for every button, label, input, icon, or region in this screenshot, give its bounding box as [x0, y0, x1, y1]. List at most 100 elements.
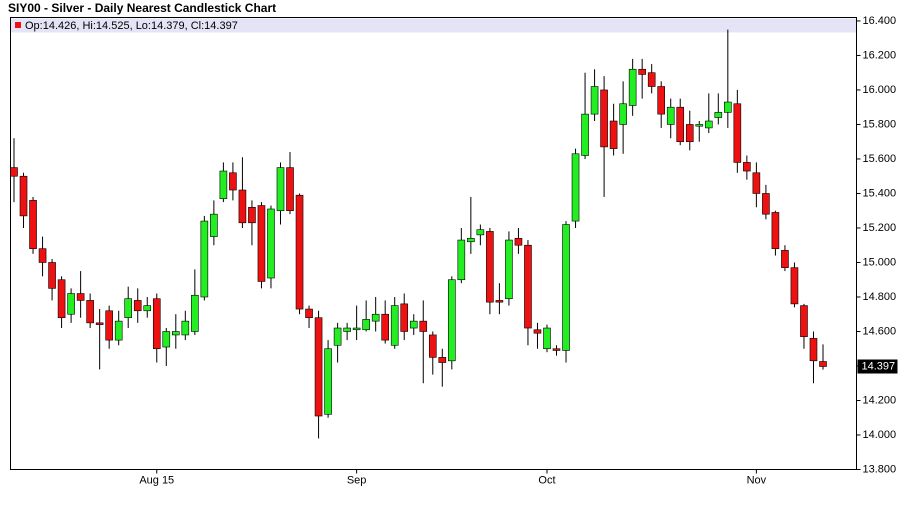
y-tick-label: 14.800	[863, 291, 897, 303]
candle-body	[333, 327, 342, 346]
candle-body	[86, 300, 94, 324]
candle-body	[800, 305, 808, 337]
candle-body	[609, 120, 618, 149]
x-tick-label: Oct	[538, 474, 555, 486]
candle-body	[428, 334, 437, 358]
candle-body	[38, 248, 47, 263]
candle-body	[619, 103, 627, 125]
candle-body	[400, 303, 409, 332]
candle-body	[704, 120, 713, 129]
y-tick-label: 13.800	[863, 463, 897, 475]
candle-body	[19, 175, 28, 217]
candle-body	[267, 208, 275, 279]
candle-body	[210, 213, 218, 237]
candle-body	[457, 239, 466, 281]
candle-body	[505, 239, 513, 300]
candle-body	[685, 124, 694, 143]
candle-body	[352, 327, 361, 331]
candle-body	[581, 113, 589, 156]
y-tick-label: 14.200	[863, 394, 897, 406]
plot-frame	[10, 17, 857, 470]
candle-body	[762, 193, 770, 215]
candle-body	[324, 348, 332, 415]
candle-body	[600, 89, 608, 148]
candle-body	[647, 72, 656, 87]
candle-body	[514, 238, 523, 246]
y-tick-label: 16.200	[863, 49, 897, 61]
candle-body	[172, 331, 180, 336]
candle-body	[752, 172, 761, 194]
candle-body	[419, 320, 428, 332]
last-price-label: 14.397	[862, 360, 896, 372]
candle-body	[314, 317, 323, 417]
candle-body	[724, 101, 732, 113]
y-tick-label: 15.000	[863, 256, 897, 268]
candle-body	[409, 320, 418, 329]
candle-body	[67, 293, 75, 315]
candle-body	[628, 68, 637, 106]
candle-body	[552, 348, 561, 351]
candle-body	[495, 300, 504, 303]
candle-body	[562, 224, 570, 351]
candle-body	[590, 86, 599, 115]
candle-body	[571, 153, 580, 222]
candle-body	[219, 170, 228, 199]
candle-body	[57, 279, 66, 318]
candle-body	[695, 124, 704, 127]
candle-body	[305, 308, 313, 318]
candle-body	[143, 305, 152, 312]
candle-body	[257, 205, 266, 282]
candle-body	[533, 329, 542, 334]
candle-body	[229, 172, 237, 191]
candle-body	[657, 86, 666, 115]
candle-body	[381, 313, 389, 341]
candle-body	[133, 300, 142, 312]
candle-body	[733, 103, 742, 163]
y-tick-label: 16.000	[863, 84, 897, 96]
y-tick-label: 14.000	[863, 429, 897, 441]
candle-body	[200, 220, 209, 298]
x-tick-label: Sep	[347, 474, 367, 486]
candle-body	[162, 331, 171, 348]
candle-body	[191, 294, 199, 332]
candle-body	[486, 231, 494, 303]
candle-body	[790, 267, 799, 305]
candle-body	[743, 162, 751, 172]
candle-body	[438, 357, 447, 363]
candle-body	[114, 320, 123, 341]
candle-body	[295, 194, 304, 310]
y-tick-label: 15.800	[863, 118, 897, 130]
legend-text: Op:14.426, Hi:14.525, Lo:14.379, Cl:14.3…	[25, 20, 238, 32]
y-tick-label: 16.400	[863, 15, 897, 27]
chart-title: SIY00 - Silver - Daily Nearest Candlesti…	[8, 1, 276, 15]
candle-body	[343, 327, 351, 332]
candle-body	[390, 305, 399, 346]
candle-body	[524, 244, 532, 329]
candle-body	[714, 112, 723, 118]
candle-body	[29, 200, 37, 249]
candle-body	[781, 250, 789, 268]
candle-body	[152, 298, 161, 350]
candle-body	[124, 298, 133, 318]
candle-body	[76, 293, 85, 301]
candle-body	[181, 320, 190, 336]
candle-body	[276, 167, 285, 212]
candle-body	[362, 319, 370, 331]
candle-body	[543, 327, 551, 350]
y-tick-label: 15.200	[863, 222, 897, 234]
candle-body	[286, 167, 294, 212]
candle-body	[105, 310, 113, 341]
x-tick-label: Nov	[747, 474, 767, 486]
last-price-box	[857, 359, 898, 374]
candle-body	[371, 313, 380, 322]
candle-body	[771, 212, 780, 249]
legend-swatch	[15, 22, 21, 28]
candle-body	[809, 338, 818, 362]
x-tick-label: Aug 15	[139, 474, 174, 486]
candle-body	[638, 68, 646, 75]
candle-body	[95, 322, 104, 325]
candle-body	[248, 206, 256, 224]
legend-strip	[10, 18, 857, 33]
candle-body	[448, 279, 456, 362]
